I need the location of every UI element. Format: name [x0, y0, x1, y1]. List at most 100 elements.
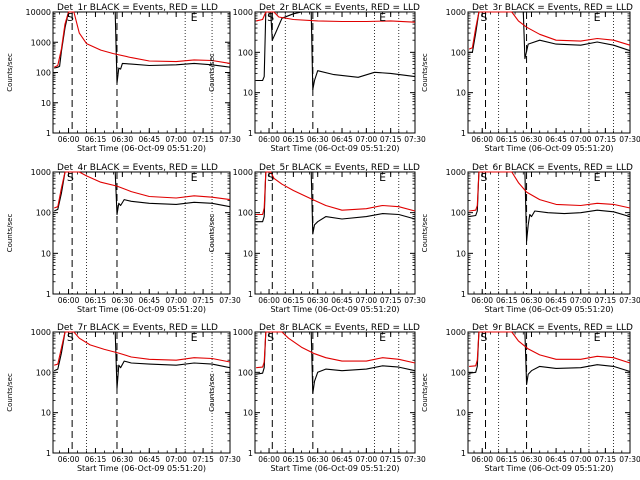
x-axis-label: Start Time (06-Oct-09 05:51:20) — [484, 464, 613, 473]
y-tick-label: 1000 — [233, 168, 253, 177]
x-tick-label: 06:15 — [283, 135, 305, 144]
panel-title: Det_1r BLACK = Events, RED = LLD — [57, 3, 218, 13]
panel-det-2r: Det_2r BLACK = Events, RED = LLD Counts/s… — [208, 3, 426, 153]
series-line-events — [53, 331, 231, 389]
series-line-lld — [54, 171, 231, 209]
x-tick-label: 06:15 — [496, 455, 518, 464]
x-tick-label: 07:30 — [404, 135, 426, 144]
start-marker-label: S — [267, 331, 274, 344]
x-tick-label: 06:00 — [258, 455, 280, 464]
x-tick-label: 07:00 — [570, 455, 592, 464]
y-tick-label: 10 — [456, 409, 466, 418]
start-marker-label: S — [267, 11, 274, 24]
panel-det-4r: Det_4r BLACK = Events, RED = LLD Counts/s… — [6, 163, 241, 314]
y-tick-label: 10000 — [26, 8, 51, 17]
end-marker-label: E — [379, 331, 386, 344]
start-marker-label: S — [480, 171, 487, 184]
x-tick-label: 07:15 — [192, 296, 214, 305]
x-tick-label: 06:30 — [112, 296, 134, 305]
panel-title: Det_7r BLACK = Events, RED = LLD — [57, 323, 218, 333]
y-tick-label: 100 — [451, 209, 466, 218]
x-tick-label: 06:45 — [138, 135, 160, 144]
x-tick-label: 07:15 — [192, 455, 214, 464]
x-tick-label: 06:45 — [545, 135, 567, 144]
panel-title: Det_9r BLACK = Events, RED = LLD — [472, 323, 633, 333]
end-marker-label: E — [379, 171, 386, 184]
x-tick-label: 06:00 — [471, 135, 493, 144]
y-tick-label: 100 — [36, 368, 51, 377]
panel-det-1r: Det_1r BLACK = Events, RED = LLD Counts/s… — [6, 3, 241, 153]
start-marker-label: S — [67, 331, 74, 344]
x-tick-label: 06:00 — [258, 296, 280, 305]
y-axis-label: Counts/sec — [6, 53, 14, 92]
y-tick-label: 100 — [451, 48, 466, 57]
y-tick-label: 10 — [456, 249, 466, 258]
start-marker-label: S — [480, 11, 487, 24]
x-axis-label: Start Time (06-Oct-09 05:51:20) — [77, 144, 206, 153]
y-axis-label: Counts/sec — [208, 373, 216, 412]
axes-frame — [52, 11, 231, 134]
y-tick-label: 10 — [456, 89, 466, 98]
y-tick-label: 1000 — [233, 328, 253, 337]
y-tick-label: 100 — [451, 368, 466, 377]
x-tick-label: 06:30 — [112, 135, 134, 144]
end-marker-label: E — [191, 331, 198, 344]
end-marker-label: E — [594, 331, 601, 344]
y-axis-label: Counts/sec — [208, 214, 216, 253]
x-tick-label: 06:45 — [545, 455, 567, 464]
y-tick-label: 1000 — [233, 8, 253, 17]
x-tick-label: 06:00 — [58, 135, 80, 144]
series-line-lld — [469, 171, 631, 212]
y-tick-label: 10 — [41, 409, 51, 418]
x-tick-label: 07:00 — [165, 455, 187, 464]
y-axis-label: Counts/sec — [6, 373, 14, 412]
x-tick-label: 07:30 — [219, 296, 241, 305]
start-marker-label: S — [267, 171, 274, 184]
y-tick-label: 1 — [248, 129, 253, 138]
series-line-lld — [255, 11, 416, 23]
panel-title: Det_2r BLACK = Events, RED = LLD — [259, 3, 420, 13]
panel-det-9r: Det_9r BLACK = Events, RED = LLD Counts/s… — [421, 323, 640, 473]
y-tick-label: 10 — [243, 249, 253, 258]
x-tick-label: 06:30 — [307, 135, 329, 144]
series-line-events — [469, 171, 631, 242]
x-tick-label: 06:15 — [283, 296, 305, 305]
y-tick-label: 1 — [46, 290, 51, 299]
axes-frame — [254, 331, 416, 454]
x-tick-label: 07:30 — [219, 135, 241, 144]
end-marker-label: E — [594, 171, 601, 184]
x-tick-label: 07:00 — [356, 455, 378, 464]
y-tick-label: 10 — [243, 89, 253, 98]
y-tick-label: 1 — [46, 129, 51, 138]
series-line-events — [256, 171, 416, 235]
axes-frame — [254, 11, 416, 134]
x-tick-label: 06:30 — [521, 135, 543, 144]
x-tick-label: 06:00 — [258, 135, 280, 144]
x-tick-label: 06:45 — [138, 455, 160, 464]
series-line-events — [256, 11, 416, 91]
x-axis-label: Start Time (06-Oct-09 05:51:20) — [77, 464, 206, 473]
series-line-lld — [469, 331, 631, 367]
y-tick-label: 10 — [41, 99, 51, 108]
axes-frame — [467, 171, 631, 295]
x-tick-label: 06:00 — [58, 296, 80, 305]
x-tick-label: 06:30 — [521, 296, 543, 305]
x-tick-label: 07:15 — [380, 296, 402, 305]
series-line-lld — [256, 171, 416, 216]
axes-frame — [467, 331, 631, 454]
x-tick-label: 07:30 — [404, 455, 426, 464]
panel-title: Det_5r BLACK = Events, RED = LLD — [259, 163, 420, 173]
x-tick-label: 06:45 — [331, 296, 353, 305]
series-line-lld — [256, 331, 416, 369]
x-tick-label: 06:30 — [112, 455, 134, 464]
x-axis-label: Start Time (06-Oct-09 05:51:20) — [484, 144, 613, 153]
series-line-events — [469, 11, 631, 60]
x-tick-label: 07:15 — [380, 135, 402, 144]
x-tick-label: 07:00 — [570, 296, 592, 305]
y-axis-label: Counts/sec — [421, 373, 429, 412]
end-marker-label: E — [594, 11, 601, 24]
y-tick-label: 1 — [248, 290, 253, 299]
series-line-events — [54, 11, 231, 84]
x-tick-label: 07:30 — [619, 135, 640, 144]
